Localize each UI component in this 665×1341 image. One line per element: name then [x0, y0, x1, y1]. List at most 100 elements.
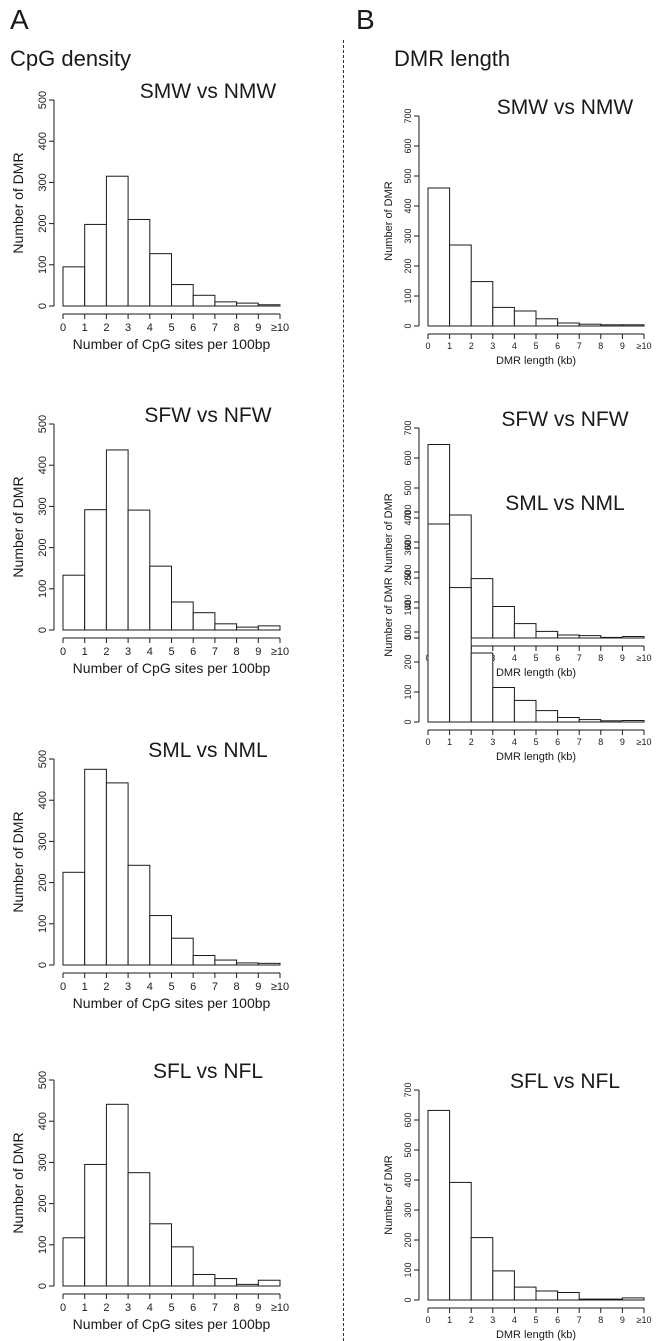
x-tick-label: 7	[212, 646, 218, 658]
x-tick-label: 6	[555, 1315, 560, 1325]
x-tick-label: 3	[125, 1302, 131, 1314]
histogram-bar	[214, 301, 238, 307]
histogram-bar	[557, 717, 580, 723]
x-tick-label: 7	[577, 653, 582, 663]
x-tick-label: 1	[447, 341, 452, 351]
y-tick-label: 400	[37, 456, 49, 474]
y-axis-label: Number of DMR	[10, 811, 26, 912]
y-tick-label: 200	[403, 570, 413, 585]
y-axis-label: Number of DMR	[10, 476, 26, 577]
x-tick-label: 7	[212, 1302, 218, 1314]
histogram-bar	[492, 1270, 515, 1301]
histogram-bar	[149, 253, 173, 307]
histogram-bar	[535, 630, 559, 639]
y-tick-label: 100	[37, 256, 49, 274]
x-tick-label: 5	[168, 322, 174, 334]
histogram-bar	[557, 634, 580, 639]
y-axis-label: Number of DMR	[10, 1132, 26, 1233]
histogram-bar	[257, 962, 281, 966]
histogram-bar	[600, 1298, 623, 1301]
y-axis-label: Number of DMR	[383, 577, 395, 657]
y-axis-label: Number of DMR	[10, 152, 26, 253]
chart-title: SMW vs NMW	[497, 96, 634, 119]
y-tick-label: 400	[403, 594, 413, 609]
x-tick-label: 9	[255, 981, 261, 993]
histogram-bar	[84, 509, 107, 631]
histogram-bar	[105, 1103, 129, 1287]
histogram-bar	[84, 768, 107, 966]
panel-b-title: DMR length	[394, 46, 511, 71]
y-tick-label: 500	[403, 480, 413, 495]
y-tick-label: 600	[403, 450, 413, 465]
y-tick-label: 400	[403, 510, 413, 525]
x-tick-label: 4	[147, 646, 153, 658]
histogram-b-sfl-vs-nfl: 0 100 200 300 400 500 600 700 0 1 2 3 4 5 6 7 8 9 ≥10 DMR l…	[383, 1070, 651, 1341]
x-tick-label: ≥10	[637, 737, 652, 747]
x-tick-label: 7	[577, 1315, 582, 1325]
histogram-bar	[214, 959, 238, 966]
y-tick-label: 100	[403, 684, 413, 699]
x-tick-label: 6	[190, 322, 196, 334]
y-tick-label: 400	[37, 1112, 49, 1130]
x-tick-label: 0	[60, 1302, 66, 1314]
histogram-bar	[492, 306, 515, 327]
histogram-bar	[62, 574, 86, 631]
x-tick-label: 4	[147, 981, 153, 993]
y-axis-label: Number of DMR	[383, 493, 395, 573]
x-axis-label: Number of CpG sites per 100bp	[73, 336, 271, 352]
y-tick-label: 0	[403, 635, 413, 640]
y-tick-label: 400	[37, 132, 49, 150]
histogram-bar	[214, 623, 238, 631]
y-tick-label: 400	[403, 198, 413, 213]
x-tick-label: 1	[447, 737, 452, 747]
histogram-bar	[236, 302, 259, 307]
x-tick-label: ≥10	[271, 646, 289, 658]
x-tick-label: 9	[620, 341, 625, 351]
x-axis-label: Number of CpG sites per 100bp	[73, 995, 271, 1011]
histogram-bar	[470, 281, 494, 327]
histogram-bar	[127, 509, 151, 631]
x-tick-label: 3	[490, 1315, 495, 1325]
x-tick-label: 8	[234, 322, 240, 334]
x-tick-label: 1	[447, 1315, 452, 1325]
histogram-bar	[192, 612, 216, 631]
histogram-bar	[600, 324, 623, 327]
y-tick-label: 200	[37, 214, 49, 232]
y-tick-label: 300	[403, 1202, 413, 1217]
y-tick-label: 100	[403, 288, 413, 303]
chart-title: SMW vs NMW	[140, 80, 277, 103]
x-tick-label: 5	[533, 1315, 538, 1325]
histogram-bar	[621, 1297, 645, 1301]
y-tick-label: 300	[37, 1153, 49, 1171]
histogram-bar	[149, 915, 173, 966]
histogram-bar	[149, 565, 173, 631]
x-tick-label: 5	[533, 737, 538, 747]
x-tick-label: 0	[425, 737, 430, 747]
histogram-bar	[171, 1246, 194, 1287]
y-tick-label: 300	[37, 497, 49, 515]
chart-title: SFW vs NFW	[144, 404, 271, 427]
y-tick-label: 300	[37, 173, 49, 191]
y-tick-label: 0	[403, 719, 413, 724]
x-tick-label: ≥10	[271, 322, 289, 334]
x-tick-label: 3	[125, 981, 131, 993]
histogram-b-sml-vs-nml: 0 100 200 300 400 500 600 700 0 1 2 3 4 5 6 7 8 9 ≥10 DMR l…	[383, 492, 651, 763]
x-tick-label: 6	[190, 1302, 196, 1314]
histogram-bar	[427, 187, 451, 327]
y-tick-label: 500	[403, 564, 413, 579]
y-tick-label: 200	[403, 1232, 413, 1247]
y-tick-label: 200	[37, 873, 49, 891]
x-tick-label: 3	[125, 646, 131, 658]
y-tick-label: 200	[403, 654, 413, 669]
histogram-bar	[214, 1278, 238, 1287]
x-tick-label: 8	[598, 341, 603, 351]
x-tick-label: 7	[212, 322, 218, 334]
y-tick-label: 300	[403, 624, 413, 639]
histogram-bar	[513, 1286, 537, 1301]
histogram-bar	[578, 323, 602, 327]
x-tick-label: 9	[620, 737, 625, 747]
histogram-bar	[470, 1237, 494, 1301]
histogram-bar	[105, 782, 129, 966]
